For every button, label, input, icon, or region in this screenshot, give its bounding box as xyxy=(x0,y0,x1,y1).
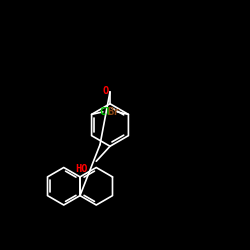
Text: HO: HO xyxy=(75,164,88,174)
Text: O: O xyxy=(102,86,108,96)
Text: Br: Br xyxy=(108,107,120,117)
Text: Cl: Cl xyxy=(100,107,112,117)
